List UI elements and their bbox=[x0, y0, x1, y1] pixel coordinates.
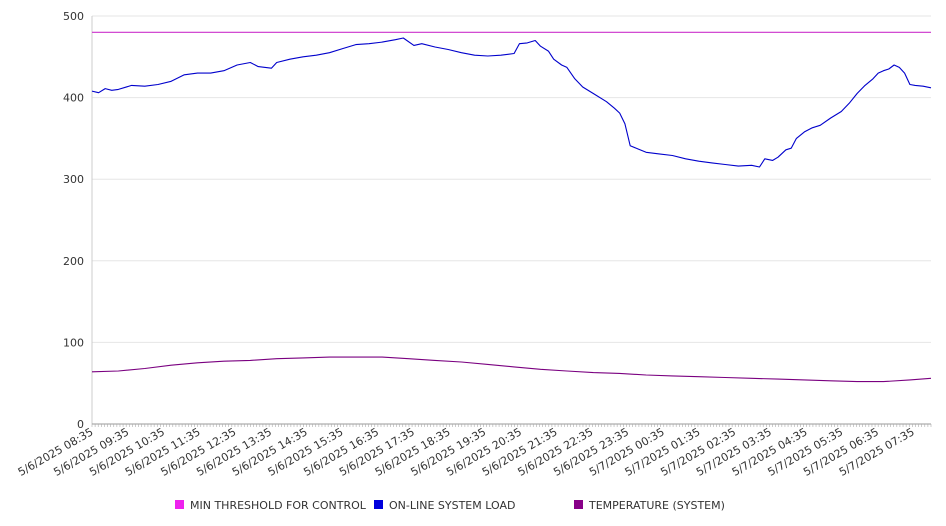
y-tick-label: 0 bbox=[77, 418, 84, 431]
series-line-1 bbox=[91, 37, 932, 168]
y-tick-label: 100 bbox=[63, 336, 84, 349]
y-tick-label: 200 bbox=[63, 255, 84, 268]
legend-label: ON-LINE SYSTEM LOAD bbox=[389, 499, 515, 512]
y-tick-label: 500 bbox=[63, 10, 84, 23]
y-tick-label: 300 bbox=[63, 173, 84, 186]
series-line-2 bbox=[91, 356, 932, 383]
series-lines bbox=[91, 31, 932, 383]
legend-swatch bbox=[374, 500, 383, 509]
y-tick-label: 400 bbox=[63, 92, 84, 105]
gridlines bbox=[92, 15, 931, 343]
legend-swatch bbox=[175, 500, 184, 509]
legend-label: TEMPERATURE (SYSTEM) bbox=[588, 499, 725, 512]
legend: MIN THRESHOLD FOR CONTROL ON-LINE SYSTEM … bbox=[175, 499, 725, 512]
legend-label: MIN THRESHOLD FOR CONTROL bbox=[190, 499, 367, 512]
legend-swatch bbox=[574, 500, 583, 509]
